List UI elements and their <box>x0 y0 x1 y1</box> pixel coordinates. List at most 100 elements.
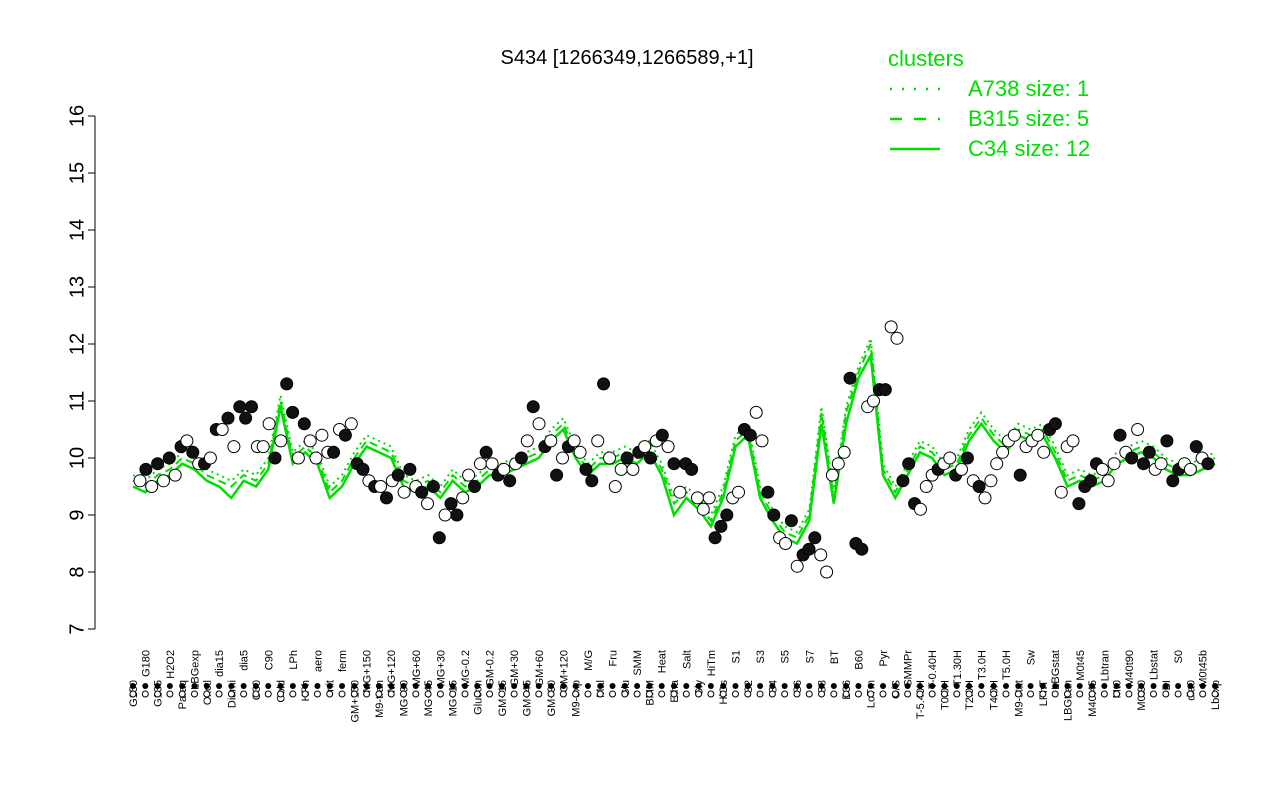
x-tick-label: T-0.40H <box>927 650 939 689</box>
x-rug-mark <box>682 690 690 698</box>
data-point <box>309 451 323 465</box>
x-rug-mark <box>141 690 149 698</box>
data-point <box>450 508 464 522</box>
data-point <box>802 542 816 556</box>
x-rug-mark <box>289 690 297 698</box>
x-rug-mark <box>732 683 739 689</box>
x-rug-mark <box>1052 683 1059 689</box>
x-rug-mark <box>633 690 641 698</box>
x-rug-mark <box>227 690 235 698</box>
x-tick-label: GM+45 <box>521 680 533 716</box>
x-rug-mark <box>154 683 161 689</box>
x-rug-mark <box>1100 690 1108 698</box>
x-tick-label: Salt <box>681 650 693 669</box>
legend: clusters A738 size: 1 B315 size: 5 C34 siz… <box>888 46 1090 161</box>
x-rug-mark <box>1101 683 1108 689</box>
data-point <box>814 548 828 562</box>
x-rug-mark <box>769 683 776 689</box>
x-rug-mark <box>461 683 468 689</box>
x-rug-mark <box>843 683 850 689</box>
data-point <box>1072 497 1086 511</box>
x-tick-label: ferm <box>337 650 349 672</box>
data-point <box>761 485 775 499</box>
data-point <box>579 462 593 476</box>
x-rug-mark <box>793 683 800 689</box>
data-point <box>573 445 587 459</box>
x-rug-mark <box>1150 690 1158 698</box>
x-rug-mark <box>535 690 543 698</box>
x-rug-mark <box>523 683 530 689</box>
x-rug-mark <box>965 690 973 698</box>
y-tick-label: 12 <box>66 333 88 355</box>
data-point <box>133 474 147 488</box>
y-tick-label: 13 <box>66 276 88 298</box>
x-tick-label: Sw <box>1026 650 1038 665</box>
data-point <box>162 451 176 465</box>
x-rug-mark <box>314 683 321 689</box>
x-tick-label: SMM <box>632 650 644 676</box>
data-point <box>960 451 974 465</box>
data-point <box>544 434 558 448</box>
x-tick-label: T5.0H <box>1001 650 1013 680</box>
data-point <box>168 468 182 482</box>
x-tick-label: M9-tran <box>374 680 386 718</box>
x-tick-label: S3 <box>755 650 767 663</box>
y-tick-label: 11 <box>66 391 88 412</box>
x-rug-mark <box>252 690 260 698</box>
x-rug-mark <box>313 690 321 698</box>
data-point <box>1066 434 1080 448</box>
x-rug-mark <box>1039 683 1046 689</box>
x-rug-mark <box>1186 690 1194 698</box>
data-point <box>1101 474 1115 488</box>
x-tick-label: H2O2 <box>165 650 177 679</box>
data-point <box>919 480 933 493</box>
x-tick-label: GM+150 <box>349 680 361 723</box>
data-point <box>784 514 798 528</box>
x-tick-label: M9-stat <box>1013 680 1025 717</box>
x-rug-mark <box>1076 683 1083 689</box>
data-point <box>139 462 153 476</box>
x-rug-mark <box>486 683 493 689</box>
data-point <box>468 480 481 493</box>
x-rug-mark <box>387 690 395 698</box>
x-rug-mark <box>363 683 370 689</box>
data-point <box>1095 462 1109 476</box>
x-tick-label: MG+120 <box>386 650 398 693</box>
x-rug-mark <box>990 690 998 698</box>
data-point <box>203 451 217 465</box>
x-rug-mark <box>990 683 997 689</box>
x-rug-mark <box>130 683 136 689</box>
data-point <box>1048 417 1062 431</box>
x-rug-mark <box>1199 690 1207 698</box>
x-rug-mark <box>584 690 592 698</box>
series-line-dotted <box>132 337 1216 534</box>
data-point <box>380 491 393 505</box>
x-rug-mark <box>1051 690 1059 698</box>
x-tick-label: M0t45 <box>1075 650 1087 681</box>
x-rug-mark <box>436 690 444 698</box>
x-rug-mark <box>1088 690 1096 698</box>
x-rug-mark <box>301 690 309 698</box>
x-rug-mark <box>731 690 739 698</box>
data-point <box>1201 457 1215 471</box>
x-rug-mark <box>646 683 653 689</box>
data-point <box>556 451 569 465</box>
x-tick-label: T-5.40H <box>915 680 927 719</box>
x-rug-mark <box>1014 690 1022 698</box>
data-point <box>532 417 546 431</box>
data-point <box>1160 434 1174 448</box>
data-point <box>614 462 628 476</box>
data-point <box>878 383 892 397</box>
x-rug-mark <box>941 690 948 698</box>
data-point <box>685 462 699 476</box>
x-rug-mark <box>375 683 382 689</box>
data-point <box>462 468 476 482</box>
x-tick-label: SMMPr <box>903 650 915 687</box>
x-tick-label: C90 <box>263 650 275 670</box>
x-tick-label: GM+120 <box>558 650 570 693</box>
x-rug-mark <box>400 690 407 698</box>
data-point <box>978 491 992 505</box>
x-rug-mark <box>179 683 186 689</box>
x-tick-label: LPh <box>288 650 300 670</box>
data-point <box>661 440 675 454</box>
